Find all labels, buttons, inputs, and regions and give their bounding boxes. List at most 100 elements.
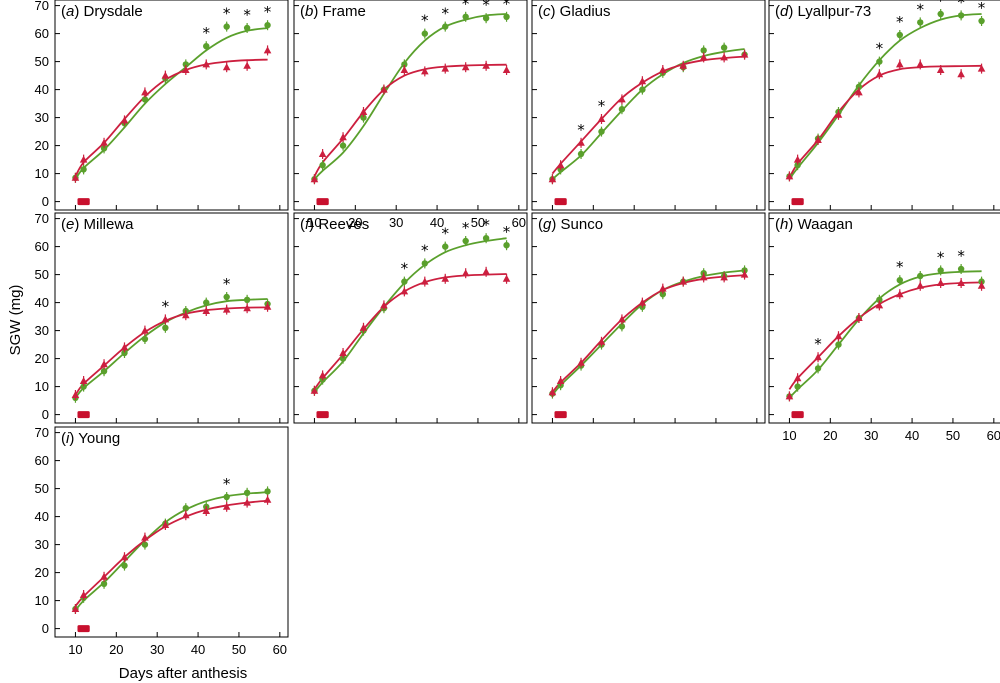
green-data-point	[896, 31, 904, 39]
significance-star: *	[598, 97, 606, 115]
x-tick-label: 40	[191, 642, 205, 657]
panel-reeves: * * * * * * (f) Reeves	[293, 212, 528, 424]
green-data-point	[700, 47, 707, 54]
green-data-point	[978, 17, 985, 25]
red-data-point	[310, 386, 319, 394]
x-tick-label: 50	[232, 642, 246, 657]
panel-frame	[54, 212, 289, 424]
red-data-point	[556, 161, 565, 169]
green-data-point	[814, 365, 822, 372]
x-tick-label: 30	[864, 428, 878, 443]
x-tick-label: 10	[307, 215, 321, 230]
panel-frame	[531, 0, 766, 211]
green-data-point	[421, 30, 429, 37]
panel-millewa: 0 10 20 30 40 50 60 70 * * (e) Millewa	[35, 211, 289, 424]
significance-star: *	[503, 223, 511, 241]
green-data-point	[203, 43, 210, 50]
y-tick-label: 50	[35, 267, 49, 282]
significance-star: *	[814, 335, 822, 353]
green-data-point	[462, 237, 469, 245]
green-data-point	[339, 355, 347, 362]
red-data-point	[638, 298, 647, 306]
panel-gladius: * * (c) Gladius	[531, 0, 766, 211]
y-tick-label: 40	[35, 509, 49, 524]
red-data-point	[380, 301, 388, 309]
y-tick-label: 40	[35, 295, 49, 310]
panel-frame	[768, 212, 1000, 424]
red-data-point	[720, 53, 728, 61]
x-tick-label: 20	[109, 642, 123, 657]
panel-sunco: (g) Sunco	[531, 212, 766, 424]
red-data-point	[421, 277, 429, 285]
y-tick-label: 70	[35, 0, 49, 13]
y-tick-label: 50	[35, 54, 49, 69]
red-data-point	[957, 279, 965, 286]
red-data-point	[502, 274, 511, 282]
heat-treatment-bar	[791, 198, 804, 206]
red-data-point	[100, 572, 108, 580]
red-data-point	[141, 326, 149, 334]
significance-star: *	[421, 241, 429, 259]
heat-treatment-bar	[77, 625, 90, 633]
y-tick-label: 10	[35, 379, 49, 394]
y-tick-label: 60	[35, 453, 49, 468]
panel-frame	[531, 212, 766, 424]
green-fit-curve	[313, 237, 507, 393]
significance-star: *	[503, 0, 511, 13]
green-data-point	[121, 349, 128, 357]
heat-treatment-bar	[316, 411, 329, 419]
x-tick-label: 40	[905, 428, 919, 443]
y-tick-label: 20	[35, 351, 49, 366]
significance-star: *	[223, 5, 231, 23]
green-data-point	[182, 505, 190, 512]
red-data-point	[318, 371, 327, 379]
green-data-point	[243, 24, 251, 32]
red-data-point	[222, 502, 231, 510]
green-data-point	[442, 243, 449, 250]
red-data-point	[141, 88, 149, 96]
red-data-point	[400, 66, 409, 73]
green-data-point	[503, 242, 510, 249]
significance-star: *	[937, 0, 945, 10]
panel-frame: 10 20 30 40 50 60 * * * * * (b) Frame	[293, 0, 528, 230]
y-tick-label: 30	[35, 110, 49, 125]
red-data-point	[855, 314, 863, 321]
red-data-point	[785, 392, 794, 400]
significance-star: *	[223, 275, 231, 293]
green-data-point	[442, 23, 449, 30]
red-data-point	[577, 138, 585, 146]
red-data-point	[679, 61, 688, 69]
panel-frame	[293, 212, 528, 424]
red-data-point	[834, 332, 843, 340]
red-data-point	[548, 388, 557, 396]
heat-treatment-bar	[77, 411, 90, 419]
significance-star: *	[264, 3, 272, 21]
red-data-point	[318, 150, 327, 157]
panel-title: (b) Frame	[300, 3, 366, 20]
green-data-point	[182, 61, 190, 68]
significance-star: *	[162, 297, 170, 315]
red-data-point	[556, 377, 565, 384]
red-data-point	[79, 155, 88, 163]
red-data-point	[441, 64, 450, 72]
green-data-point	[876, 58, 883, 65]
green-data-point	[482, 235, 490, 242]
red-data-point	[71, 173, 80, 181]
y-axis-title: SGW (mg)	[7, 285, 24, 356]
y-tick-label: 30	[35, 537, 49, 552]
green-data-point	[835, 341, 842, 348]
panel-frame	[768, 0, 1000, 211]
green-fit-curve	[74, 491, 268, 611]
green-data-point	[100, 145, 108, 152]
green-data-point	[896, 277, 904, 284]
red-data-point	[699, 273, 708, 281]
red-data-point	[310, 175, 319, 183]
red-data-point	[182, 311, 190, 319]
x-tick-label: 60	[987, 428, 1000, 443]
significance-star: *	[482, 0, 490, 14]
panel-frame	[54, 0, 289, 211]
red-data-point	[71, 605, 80, 612]
red-data-point	[875, 301, 884, 309]
red-fit-curve	[313, 63, 507, 177]
